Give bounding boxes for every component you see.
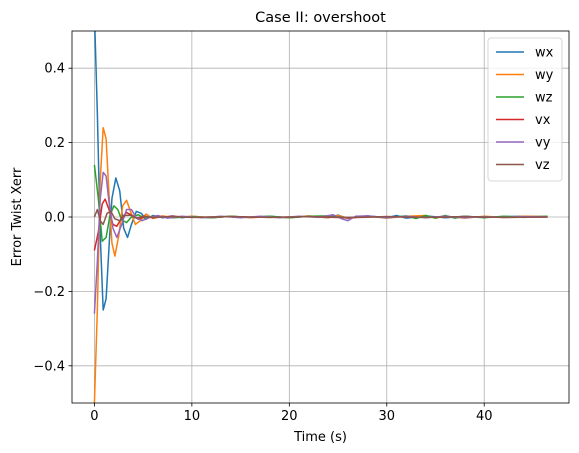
x-tick-label: 20	[281, 409, 298, 424]
series-lines	[93, 31, 548, 403]
series-line-vx	[93, 198, 548, 251]
legend-label-wz: wz	[535, 91, 553, 106]
y-tick-label: 0.2	[44, 136, 65, 151]
legend-label-wx: wx	[535, 46, 554, 61]
y-tick-label: 0.4	[44, 62, 65, 77]
legend: wx wy wz vx vy vz	[487, 37, 563, 182]
x-tick-label: 30	[378, 409, 395, 424]
series-line-wx	[94, 31, 548, 311]
legend-label-vy: vy	[535, 136, 551, 151]
y-tick-label: 0.0	[44, 211, 65, 226]
x-tick-label: 40	[476, 409, 493, 424]
legend-label-vx: vx	[535, 113, 551, 128]
y-tick-label: −0.2	[33, 285, 65, 300]
series-line-vz	[93, 208, 548, 226]
series-line-vy	[93, 171, 548, 314]
x-tick-label: 0	[90, 409, 98, 424]
legend-label-vz: vz	[535, 158, 550, 173]
legend-label-wy: wy	[535, 68, 554, 83]
series-line-wy	[93, 126, 548, 403]
axis-ticks: 0 10 20 30 40 −0.4 −0.2 0.0 0.2 0.4	[33, 62, 492, 424]
series-line-wz	[93, 164, 548, 242]
y-tick-label: −0.4	[33, 359, 65, 374]
x-tick-label: 10	[184, 409, 201, 424]
chart-title: Case II: overshoot	[255, 10, 386, 26]
x-axis-label: Time (s)	[293, 430, 347, 445]
y-axis-label: Error Twist Xerr	[10, 167, 25, 266]
